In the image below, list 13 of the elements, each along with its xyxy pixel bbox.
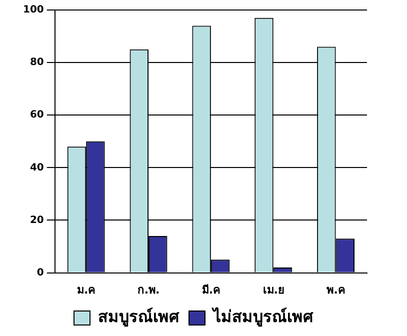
y-tick-label: 20	[30, 214, 44, 226]
y-tick-label: 40	[30, 162, 44, 174]
y-tick-label: 80	[30, 57, 44, 68]
x-tick-label: ม.ค	[76, 283, 96, 296]
legend-label: สมบูรณ์เพศ	[98, 307, 180, 328]
x-tick-label: ก.พ.	[137, 283, 160, 296]
x-tick-label: เม.ย	[262, 283, 284, 296]
y-tick-label: 60	[30, 110, 44, 121]
x-tick-label: มี.ค	[202, 283, 220, 296]
x-tick-label: พ.ค	[326, 283, 345, 296]
legend-label: ไม่สมบูรณ์เพศ	[211, 307, 314, 328]
y-tick-label: 100	[23, 4, 44, 16]
y-tick-label: 0	[36, 267, 44, 278]
